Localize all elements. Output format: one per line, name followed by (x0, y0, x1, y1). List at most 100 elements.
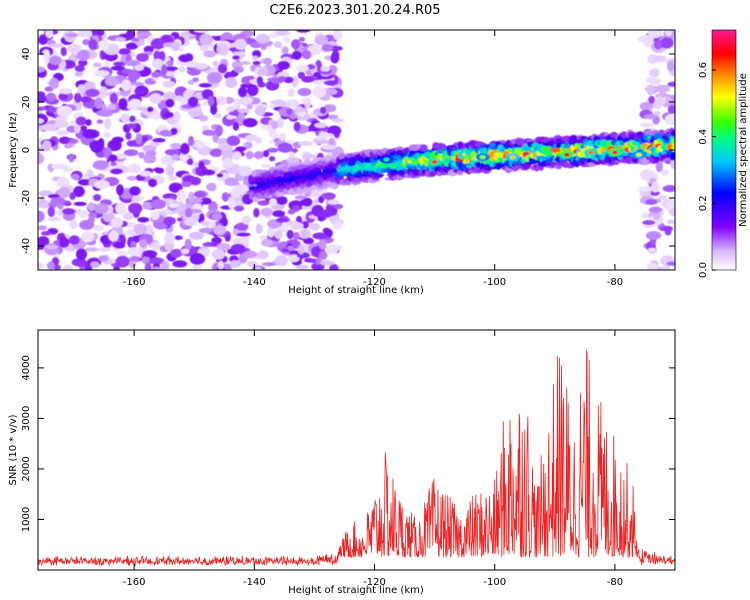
heatmap-cell (56, 129, 69, 136)
heatmap-cell (274, 30, 290, 36)
heatmap-cell (670, 129, 675, 138)
heatmap-cell (173, 111, 181, 123)
heatmap-cell (38, 118, 45, 124)
snr-y-ticks: 1000 2000 3000 4000 (21, 355, 675, 532)
heatmap-cell (255, 223, 263, 234)
heatmap-cell (298, 140, 313, 147)
heatmap-cell (45, 30, 54, 39)
heatmap-cell (87, 202, 96, 212)
heatmap-cell (234, 98, 241, 110)
y-tick-label: 3000 (21, 406, 32, 431)
heatmap-cell (499, 140, 506, 144)
heatmap-cell (64, 143, 72, 149)
heatmap-cell (217, 260, 225, 270)
heatmap-cell (651, 55, 668, 63)
heatmap-cell (252, 55, 259, 61)
heatmap-cell (283, 35, 291, 44)
heatmap-cell (76, 30, 93, 38)
heatmap-cell (309, 222, 321, 231)
heatmap-cell (193, 191, 207, 198)
heatmap-cell (46, 92, 57, 102)
heatmap-cell (333, 30, 343, 41)
y-tick-label: 4000 (21, 355, 32, 380)
heatmap-cell (96, 119, 104, 124)
heatmap-cell (217, 63, 228, 74)
heatmap-cell (256, 33, 270, 44)
heatmap-cell (92, 62, 102, 68)
heatmap-cell (255, 105, 266, 117)
heatmap-cell (314, 34, 329, 46)
heatmap-cell (178, 54, 192, 63)
heatmap-cell (38, 66, 46, 73)
heatmap-cell (662, 185, 675, 193)
heatmap-cell (115, 255, 130, 268)
heatmap-cell (89, 140, 105, 151)
heatmap-cell (198, 161, 205, 169)
heatmap-cell (312, 86, 327, 98)
heatmap-cell (325, 155, 333, 162)
heatmap-cell (321, 144, 337, 150)
heatmap-cell (139, 239, 148, 249)
heatmap-cell (224, 181, 240, 186)
heatmap-cell (97, 247, 112, 252)
heatmap-cell (213, 225, 227, 236)
heatmap-cell (450, 150, 457, 157)
heatmap-cell (49, 43, 64, 48)
x-tick-label: -140 (243, 277, 266, 288)
heatmap-cell (85, 88, 100, 98)
heatmap-cell (252, 60, 261, 66)
heatmap-cell (516, 138, 526, 146)
heatmap-cell (42, 140, 52, 151)
heatmap-cell (650, 181, 660, 193)
heatmap-cell (175, 95, 184, 102)
heatmap-cell (658, 195, 667, 200)
heatmap-cell (199, 33, 213, 46)
heatmap-cell (211, 212, 222, 221)
heatmap-cell (293, 121, 301, 132)
heatmap-cell (56, 105, 73, 117)
heatmap-cell (121, 79, 132, 92)
heatmap-cell (216, 173, 224, 178)
heatmap-cell (332, 220, 343, 230)
heatmap-cell (162, 80, 176, 88)
heatmap-cell (143, 45, 154, 54)
heatmap-cell (297, 87, 312, 97)
heatmap-cell (194, 140, 206, 149)
heatmap-cell (587, 150, 594, 155)
heatmap-cell (130, 98, 142, 109)
heatmap-cell (162, 111, 174, 118)
heatmap-cell (292, 231, 300, 240)
snr-panel: -160 -140 -120 -100 -80 1000 2000 3000 4000 Hei… (8, 329, 676, 596)
colorbar-gradient (711, 29, 737, 271)
heatmap-cell (38, 106, 47, 111)
heatmap-cell (49, 55, 62, 66)
heatmap-cell (286, 229, 294, 240)
heatmap-cell (243, 141, 253, 149)
heatmap-cell (98, 255, 109, 262)
heatmap-cell (295, 264, 309, 270)
heatmap-cell (60, 46, 67, 57)
heatmap-cell (211, 236, 222, 244)
heatmap-cell (135, 133, 143, 145)
heatmap-cell (302, 154, 318, 159)
x-tick-label: -80 (607, 277, 623, 288)
heatmap-cell (275, 218, 288, 223)
heatmap-cell (294, 195, 307, 200)
x-tick-label: -160 (123, 277, 146, 288)
heatmap-cell (268, 32, 278, 39)
heatmap-cell (54, 120, 69, 128)
heatmap-cell (104, 117, 112, 130)
heatmap-cell (74, 65, 85, 72)
heatmap-cell (281, 248, 290, 253)
heatmap-cell (291, 50, 302, 60)
heatmap-cell (170, 248, 183, 258)
figure-title: C2E6.2023.301.20.24.R05 (269, 3, 440, 18)
heatmap-cell (77, 179, 92, 186)
heatmap-cell (260, 207, 274, 217)
heatmap-cell (645, 231, 662, 240)
heatmap-cell (77, 210, 89, 218)
heatmap-cell (184, 216, 198, 227)
heatmap-cell (103, 132, 111, 138)
heatmap-cell (136, 32, 153, 37)
heatmap-cell (131, 197, 140, 203)
